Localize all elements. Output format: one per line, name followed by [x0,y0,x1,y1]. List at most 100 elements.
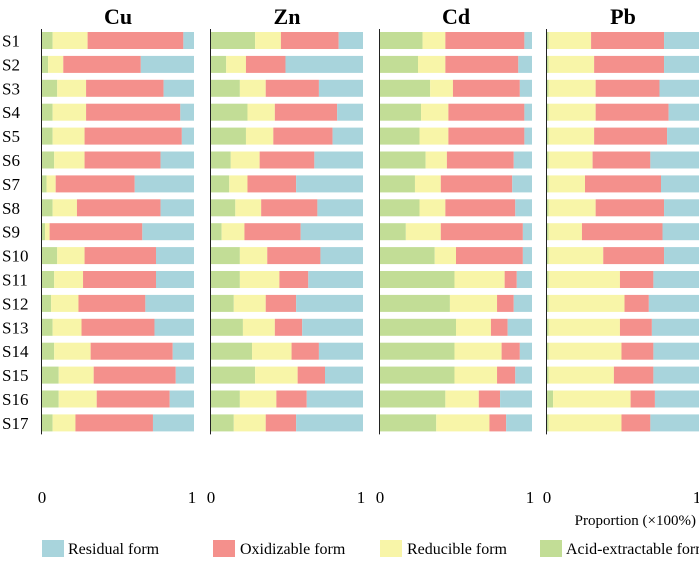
tick-1-pb: 1 [693,488,699,507]
bar-zn-s6-reducible-form [230,151,260,169]
bar-zn-s9-reducible-form [221,223,245,241]
bar-zn-s5-residual-form [332,127,363,145]
bar-pb-s14-residual-form [653,342,699,360]
bar-cu-s1-reducible-form [52,32,88,49]
bar-cu-s15-oxidizable-form [93,366,176,384]
sample-labels: S1 S2 S3 S4 S5 S6 S7 S8 S9 S10 S11 S12 S13 S14 S15 S16 S… [2,32,29,433]
bar-cd-s16-acid-extractable-form [380,390,446,408]
bar-zn-s16-acid-extractable-form [211,390,240,408]
bar-cu-s15-acid-extractable-form [42,366,59,384]
bar-zn-s12-reducible-form [233,294,266,312]
bar-pb-s9-reducible-form [548,223,582,241]
bar-cd-s11-reducible-form [454,271,505,288]
bar-zn-s4-reducible-form [247,103,275,121]
bar-pb-s7-acid-extractable-form [547,175,549,193]
bar-cd-s7-acid-extractable-form [380,175,415,193]
bar-cd-s1-oxidizable-form [445,32,525,49]
bar-cu-s12-oxidizable-form [78,294,146,312]
bar-cu-s7-oxidizable-form [55,175,135,193]
bar-cd-s16-reducible-form [445,390,479,408]
tick-1-cd: 1 [526,488,535,507]
bar-cd-s2-reducible-form [418,55,446,73]
bar-cu-s9-acid-extractable-form [42,223,46,241]
bar-cd-s3-reducible-form [430,79,453,97]
bar-cd-s12-oxidizable-form [497,294,514,312]
bar-cd-s14-residual-form [519,342,532,360]
bar-pb-s11-oxidizable-form [619,271,654,288]
bar-zn-s14-reducible-form [252,342,292,360]
bar-pb-s1-residual-form [664,32,699,49]
bar-pb-s5-oxidizable-form [594,127,668,145]
bar-cu-s11-oxidizable-form [83,271,156,288]
bar-cu-s17-acid-extractable-form [42,414,53,432]
bar-zn-s1-reducible-form [255,32,281,49]
bar-cu-s6-residual-form [160,151,194,169]
bar-pb-s17-acid-extractable-form [547,414,549,432]
bar-pb-s14-reducible-form [548,342,622,360]
legend-swatch-oxidizable-form [213,540,235,557]
bar-cd-s11-oxidizable-form [504,271,517,288]
bar-cd-s10-acid-extractable-form [380,247,435,265]
bar-pb-s4-reducible-form [548,103,596,121]
bar-cu-s3-oxidizable-form [86,79,164,97]
bar-cu-s5-residual-form [181,127,194,145]
bar-zn-s10-acid-extractable-form [211,247,240,265]
tick-1-cu: 1 [188,488,197,507]
sample-label-s10: S10 [2,247,28,266]
bar-pb-s4-residual-form [668,103,699,121]
bar-zn-s17-acid-extractable-form [211,414,234,432]
bar-zn-s10-oxidizable-form [267,247,321,265]
bar-zn-s15-acid-extractable-form [211,366,256,384]
bar-pb-s10-acid-extractable-form [547,247,549,265]
bar-cu-s2-acid-extractable-form [42,55,49,73]
bar-cd-s17-residual-form [506,414,532,432]
bar-pb-s7-oxidizable-form [585,175,661,193]
tick-0-zn: 0 [207,488,216,507]
bar-zn-s7-reducible-form [229,175,248,193]
bar-zn-s6-acid-extractable-form [211,151,231,169]
bar-pb-s10-residual-form [664,247,699,265]
bar-cd-s12-acid-extractable-form [380,294,450,312]
bar-cd-s13-oxidizable-form [490,318,508,336]
bar-zn-s12-oxidizable-form [265,294,297,312]
bar-cu-s7-reducible-form [46,175,56,193]
bar-cu-s10-reducible-form [57,247,85,265]
bar-pb-s6-oxidizable-form [592,151,651,169]
bar-cd-s12-residual-form [513,294,532,312]
bar-cd-s11-residual-form [516,271,532,288]
tick-0-cd: 0 [376,488,385,507]
bar-pb-s13-acid-extractable-form [547,318,549,336]
bar-cu-s1-oxidizable-form [87,32,184,49]
bar-pb-s1-acid-extractable-form [547,32,549,49]
bar-pb-s8-acid-extractable-form [547,199,549,217]
sample-label-s5: S5 [2,127,20,146]
bar-cd-s4-oxidizable-form [448,103,525,121]
bar-pb-s15-reducible-form [548,366,614,384]
bar-cd-s10-oxidizable-form [456,247,523,265]
bar-zn-s13-reducible-form [242,318,275,336]
bar-cu-s17-residual-form [152,414,194,432]
bar-cu-s16-reducible-form [58,390,97,408]
bar-cu-s14-acid-extractable-form [42,342,55,360]
bar-pb-s3-residual-form [659,79,699,97]
bar-zn-s17-residual-form [296,414,363,432]
bar-cu-s4-oxidizable-form [86,103,181,121]
bar-cd-s6-acid-extractable-form [380,151,426,169]
bar-cd-s8-oxidizable-form [445,199,516,217]
bar-cu-s3-acid-extractable-form [42,79,58,97]
bar-cu-s13-oxidizable-form [81,318,155,336]
bar-pb-s1-oxidizable-form [591,32,665,49]
bar-cu-s11-acid-extractable-form [42,271,55,288]
sample-label-s4: S4 [2,103,20,122]
bar-cd-s8-residual-form [515,199,532,217]
bar-cd-s4-residual-form [524,103,532,121]
bar-cu-s10-acid-extractable-form [42,247,58,265]
bar-pb-s15-oxidizable-form [613,366,654,384]
bar-cu-s16-acid-extractable-form [42,390,59,408]
bar-cu-s4-residual-form [180,103,194,121]
bar-zn-s9-oxidizable-form [244,223,301,241]
bar-cd-s2-acid-extractable-form [380,55,418,73]
bar-zn-s8-acid-extractable-form [211,199,236,217]
bar-pb-s9-residual-form [662,223,699,241]
bar-zn-s3-acid-extractable-form [211,79,240,97]
